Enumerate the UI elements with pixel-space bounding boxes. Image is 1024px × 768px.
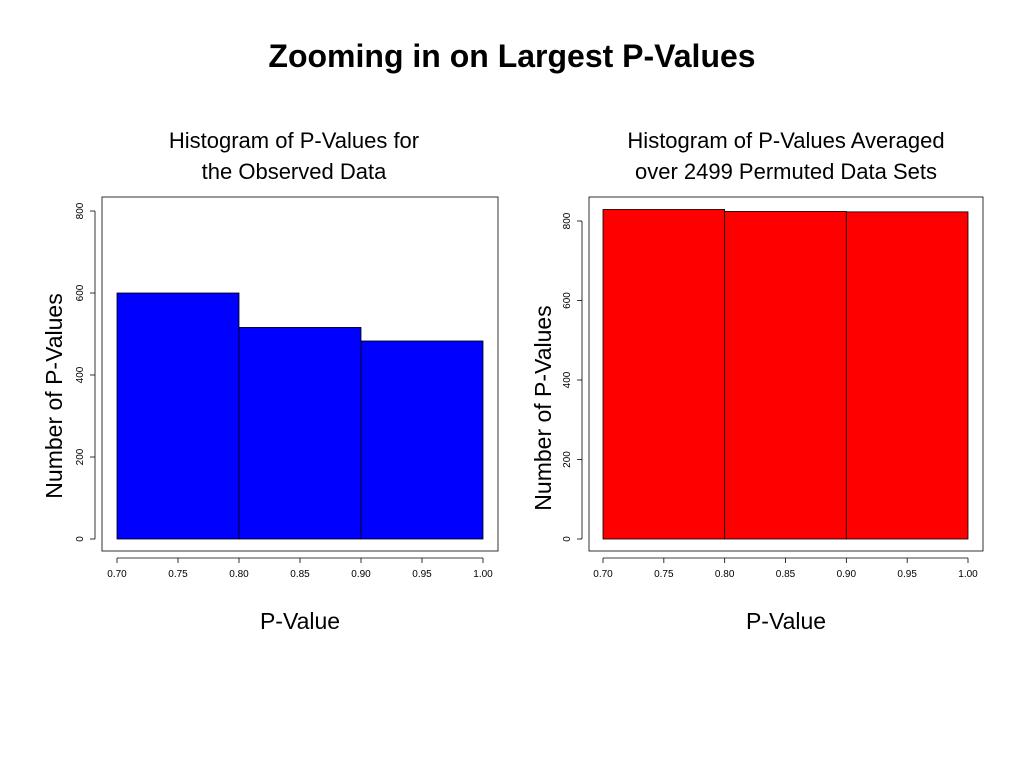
slide-title: Zooming in on Largest P-Values (268, 38, 756, 74)
y-axis-title: Number of P-Values (41, 293, 67, 498)
y-tick-label: 800 (75, 202, 86, 219)
histogram-bar (238, 327, 362, 540)
y-tick-label: 200 (75, 448, 86, 465)
x-tick-label: 0.95 (412, 569, 432, 580)
y-tick-label: 400 (75, 366, 86, 383)
x-tick-label: 0.75 (654, 569, 674, 580)
x-axis-title: P-Value (746, 608, 826, 634)
x-tick-label: 0.90 (351, 569, 371, 580)
chart-title-line: the Observed Data (202, 159, 387, 184)
histogram-bar (116, 292, 240, 540)
x-tick-label: 0.85 (290, 569, 310, 580)
x-axis-title: P-Value (260, 608, 340, 634)
y-tick-label: 600 (562, 292, 573, 309)
y-tick-label: 0 (562, 536, 573, 542)
histogram-bar (602, 209, 726, 540)
x-tick-label: 0.70 (107, 569, 127, 580)
y-tick-label: 400 (562, 371, 573, 388)
x-tick-label: 0.90 (837, 569, 857, 580)
x-tick-label: 1.00 (473, 569, 493, 580)
x-tick-label: 0.80 (715, 569, 735, 580)
plot-frame (101, 196, 499, 552)
histogram-bar (360, 340, 484, 540)
chart-title-line: over 2499 Permuted Data Sets (635, 159, 937, 184)
x-tick-label: 0.70 (593, 569, 613, 580)
chart-panel-1: 0.70 0.75 0.80 0.85 0.90 0.95 1.00 0 200 400 600 80… (41, 128, 499, 634)
plot-frame (588, 196, 984, 552)
histogram-bar (845, 211, 969, 540)
y-tick-label: 200 (562, 451, 573, 468)
y-tick-label: 800 (562, 212, 573, 229)
chart-panel-2: 0.70 0.75 0.80 0.85 0.90 0.95 1.00 0 200 400 600 80… (530, 128, 984, 634)
x-tick-label: 0.85 (776, 569, 796, 580)
x-tick-label: 1.00 (958, 569, 978, 580)
x-tick-label: 0.80 (229, 569, 249, 580)
chart-title-line: Histogram of P-Values for (169, 128, 419, 153)
x-tick-label: 0.95 (897, 569, 917, 580)
chart-title-line: Histogram of P-Values Averaged (627, 128, 944, 153)
y-axis-title: Number of P-Values (530, 305, 556, 510)
y-tick-label: 600 (75, 284, 86, 301)
y-tick-label: 0 (75, 536, 86, 542)
histogram-bar (724, 211, 847, 540)
x-tick-label: 0.75 (168, 569, 188, 580)
